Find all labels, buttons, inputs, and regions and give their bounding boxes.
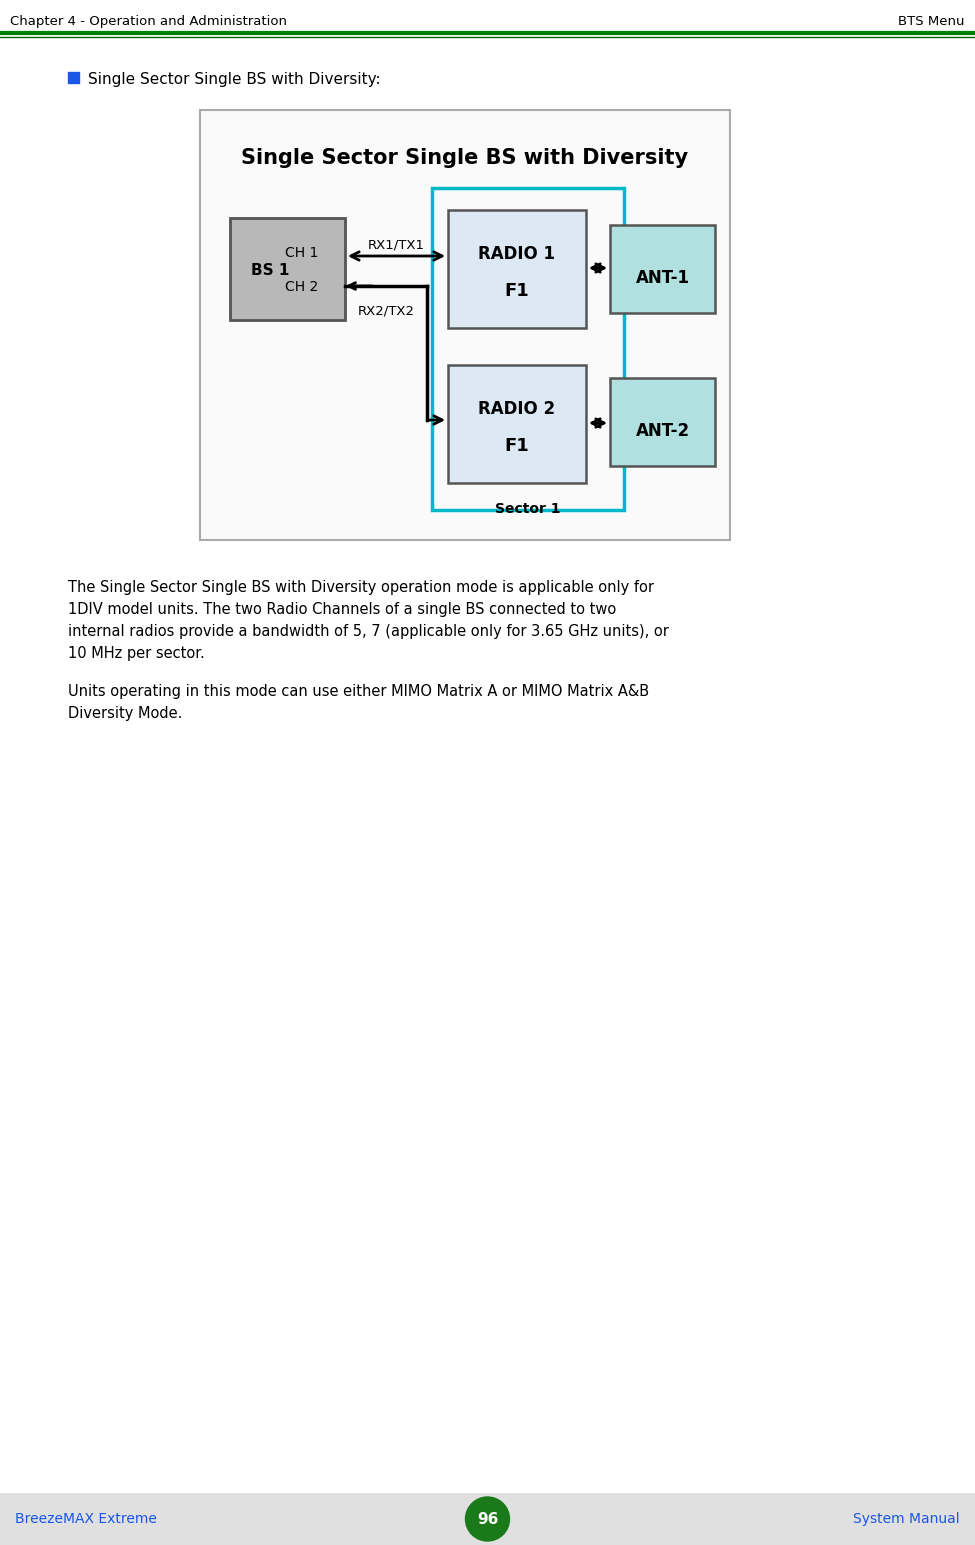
Bar (200, 110, 730, 541)
Bar (448, 365, 586, 484)
Text: Single Sector Single BS with Diversity: Single Sector Single BS with Diversity (242, 148, 688, 168)
Text: 96: 96 (477, 1511, 498, 1526)
Text: BreezeMAX Extreme: BreezeMAX Extreme (15, 1513, 157, 1526)
Bar (68, 73, 79, 83)
Text: BTS Menu: BTS Menu (899, 15, 965, 28)
Bar (610, 226, 715, 314)
Bar (432, 188, 624, 510)
Text: CH 2: CH 2 (285, 280, 318, 294)
Text: Sector 1: Sector 1 (495, 502, 561, 516)
Text: ANT-1: ANT-1 (636, 269, 689, 287)
Text: Chapter 4 - Operation and Administration: Chapter 4 - Operation and Administration (10, 15, 287, 28)
Text: F1: F1 (505, 283, 529, 300)
Text: RADIO 2: RADIO 2 (479, 400, 556, 419)
Bar (0, 1492, 975, 1545)
Text: The Single Sector Single BS with Diversity operation mode is applicable only for: The Single Sector Single BS with Diversi… (68, 579, 654, 595)
Text: Single Sector Single BS with Diversity:: Single Sector Single BS with Diversity: (88, 73, 380, 87)
Text: RX1/TX1: RX1/TX1 (368, 238, 425, 250)
Text: 1DIV model units. The two Radio Channels of a single BS connected to two: 1DIV model units. The two Radio Channels… (68, 603, 616, 616)
Text: F1: F1 (505, 437, 529, 454)
Text: Diversity Mode.: Diversity Mode. (68, 706, 182, 722)
Text: System Manual: System Manual (853, 1513, 960, 1526)
Text: Units operating in this mode can use either MIMO Matrix A or MIMO Matrix A&B: Units operating in this mode can use eit… (68, 684, 649, 698)
Text: RX2/TX2: RX2/TX2 (358, 304, 414, 317)
Text: ANT-2: ANT-2 (636, 422, 689, 440)
Text: CH 1: CH 1 (285, 246, 318, 260)
Text: 10 MHz per sector.: 10 MHz per sector. (68, 646, 205, 661)
Bar (448, 210, 586, 328)
Bar (230, 218, 345, 320)
Bar (610, 379, 715, 467)
Text: internal radios provide a bandwidth of 5, 7 (applicable only for 3.65 GHz units): internal radios provide a bandwidth of 5… (68, 624, 669, 640)
Text: RADIO 1: RADIO 1 (479, 246, 556, 263)
Text: BS 1: BS 1 (252, 263, 290, 278)
Circle shape (465, 1497, 510, 1540)
